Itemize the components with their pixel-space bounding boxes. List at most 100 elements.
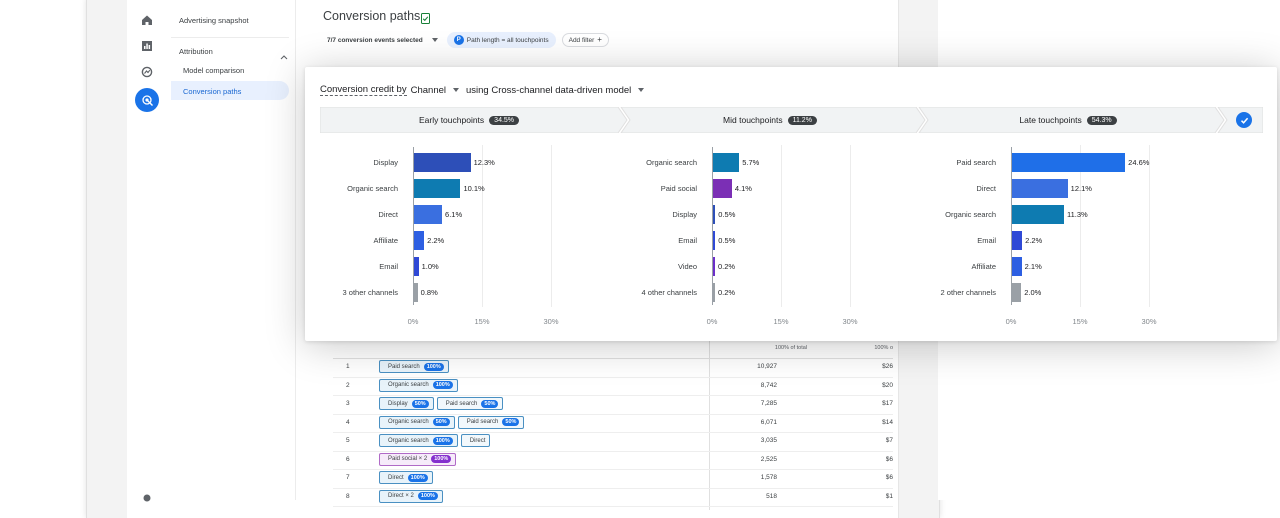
conversion-events-selector[interactable]: 7/7 conversion events selected: [327, 36, 423, 44]
reports-icon[interactable]: [137, 36, 157, 56]
conversion-credit-card: Conversion credit by Channel using Cross…: [305, 67, 1277, 341]
chart-x-tick-label: 0%: [706, 317, 718, 326]
nav-attribution-section[interactable]: Attribution: [179, 47, 213, 56]
chart-bar[interactable]: [713, 153, 740, 172]
chart-bar[interactable]: [713, 205, 716, 224]
path-step-label: Organic search: [388, 382, 429, 388]
revenue-value: $6: [885, 474, 893, 481]
chart-bar[interactable]: [414, 257, 419, 276]
chevron-down-icon[interactable]: [431, 38, 438, 42]
table-row[interactable]: 8 Direct × 2 100% 518 $1: [333, 488, 893, 507]
chart-x-tick-label: 30%: [1141, 317, 1157, 326]
path-step-chip[interactable]: Direct: [460, 434, 491, 447]
path-step-credit-badge: 50%: [411, 399, 429, 408]
dimension-dropdown[interactable]: Channel: [410, 84, 446, 96]
chart-bar[interactable]: [1012, 283, 1022, 302]
stage-late-label: Late touchpoints: [1019, 115, 1082, 125]
table-row[interactable]: 1 Paid search 100% 10,927 $26: [333, 358, 893, 378]
chart-bar[interactable]: [1012, 205, 1064, 224]
report-sheet-icon[interactable]: [421, 11, 430, 29]
path-length-filter-chip[interactable]: P Path length = all touchpoints: [446, 32, 556, 48]
chart-bar[interactable]: [713, 283, 715, 302]
checkmark-icon[interactable]: [1236, 112, 1252, 128]
chevron-up-icon[interactable]: [280, 47, 288, 65]
chart-bar[interactable]: [414, 179, 461, 198]
path-step-chip[interactable]: Organic search 50%: [379, 415, 455, 429]
path-step-label: Organic search: [388, 437, 429, 444]
chart-category-label: Email: [379, 262, 398, 271]
chart-x-tick-label: 0%: [1005, 317, 1017, 326]
chart-bar[interactable]: [1012, 179, 1068, 198]
row-number: 1: [346, 363, 350, 370]
chart-value-label: 2.2%: [1025, 236, 1043, 245]
settings-icon[interactable]: [137, 488, 157, 508]
row-number: 8: [346, 492, 350, 500]
row-number: 3: [346, 400, 350, 407]
path-step-chip[interactable]: Organic search 100%: [379, 378, 458, 392]
home-icon[interactable]: [137, 10, 157, 30]
path-step-chip[interactable]: Display 50%: [379, 397, 434, 410]
chart-value-label: 2.2%: [427, 236, 445, 245]
chart-x-tick-label: 15%: [1072, 317, 1088, 326]
path-step-label: Direct: [388, 474, 404, 481]
chart-value-label: 4.1%: [734, 184, 752, 193]
stage-early-bg: [320, 107, 628, 133]
chart-bar[interactable]: [414, 205, 443, 224]
table-row[interactable]: 6 Paid social × 2 100% 2,525 $6: [333, 451, 893, 470]
filter-p-icon: P: [453, 35, 464, 45]
nav-advertising-snapshot[interactable]: Advertising snapshot: [179, 16, 249, 25]
chart-category-label: Video: [677, 262, 697, 271]
chart-value-label: 5.7%: [742, 158, 760, 167]
chart-gridline: [1149, 145, 1150, 307]
path-step-chip[interactable]: Direct 100%: [379, 471, 433, 484]
chart-bar[interactable]: [713, 179, 732, 198]
subnav-divider: [171, 37, 289, 38]
path-step-chip[interactable]: Paid search 100%: [379, 360, 449, 373]
path-step-chip[interactable]: Paid search 50%: [457, 415, 525, 429]
add-filter-button[interactable]: Add filter +: [561, 33, 609, 47]
chart-category-label: Direct: [378, 210, 398, 219]
table-row[interactable]: 3 Display 50% Paid search 50% 7,285 $17: [333, 395, 893, 415]
table-row[interactable]: 4 Organic search 50% Paid search 50% 6,071 $14: [333, 414, 893, 433]
conversion-path: Paid social × 2 100%: [379, 452, 457, 466]
nav-model-comparison[interactable]: Model comparison: [183, 66, 245, 75]
path-step-chip[interactable]: Organic search 100%: [379, 434, 458, 447]
table-row[interactable]: 2 Organic search 100% 8,742 $20: [333, 377, 893, 396]
chart-category-label: 4 other channels: [641, 288, 697, 297]
chevron-down-icon[interactable]: [453, 88, 459, 92]
chart-bar[interactable]: [1012, 231, 1023, 250]
path-step-chip[interactable]: Paid social × 2 100%: [379, 452, 457, 466]
path-step-credit-badge: 100%: [423, 362, 444, 371]
chart-value-label: 10.1%: [463, 184, 485, 193]
chevron-down-icon[interactable]: [638, 88, 645, 92]
conversions-value: 1,578: [760, 474, 777, 481]
chart-value-label: 0.5%: [718, 236, 736, 245]
path-step-chip[interactable]: Paid search 50%: [436, 397, 504, 410]
conversion-path: Direct × 2 100%: [379, 489, 443, 503]
table-row[interactable]: 5 Organic search 100% Direct 3,035 $7: [333, 432, 893, 452]
filter-bar: 7/7 conversion events selected P Path le…: [327, 32, 609, 48]
chart-bar[interactable]: [713, 257, 715, 276]
chart-value-label: 0.2%: [718, 262, 736, 271]
table-row[interactable]: 7 Direct 100% 1,578 $6: [333, 469, 893, 489]
stage-mid[interactable]: Mid touchpoints 11.2%: [621, 107, 919, 133]
path-step-credit-badge: 100%: [431, 455, 452, 463]
chart-bar[interactable]: [713, 231, 716, 250]
chart-axis: [712, 147, 713, 305]
stage-early[interactable]: Early touchpoints 34.5%: [320, 107, 618, 133]
nav-conversion-paths[interactable]: Conversion paths: [183, 87, 242, 96]
chart-bar[interactable]: [414, 153, 471, 172]
chart-bar[interactable]: [1012, 257, 1022, 276]
revenue-value: $7: [885, 437, 893, 444]
path-step-chip[interactable]: Direct × 2 100%: [379, 489, 443, 503]
chart-bar[interactable]: [1012, 153, 1126, 172]
explore-icon[interactable]: [137, 62, 157, 82]
stage-late[interactable]: Late touchpoints 54.3%: [919, 107, 1217, 133]
chart-bar[interactable]: [414, 231, 425, 250]
chart-value-label: 2.1%: [1024, 262, 1042, 271]
revenue-value: $26: [882, 363, 893, 370]
advertising-icon[interactable]: [135, 88, 159, 112]
conversions-value: 2,525: [760, 455, 777, 463]
model-dropdown[interactable]: using Cross-channel data-driven model: [466, 84, 632, 96]
chart-bar[interactable]: [414, 283, 418, 302]
